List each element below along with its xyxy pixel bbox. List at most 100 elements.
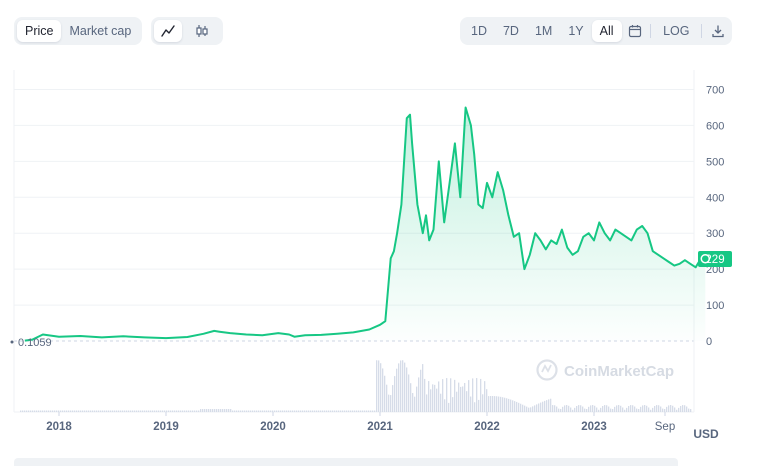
volume-bar <box>366 410 368 412</box>
volume-bar <box>126 410 128 412</box>
volume-bar <box>404 362 406 412</box>
volume-bar <box>110 410 112 412</box>
volume-bar <box>478 399 480 412</box>
volume-bar <box>220 409 222 412</box>
volume-bar <box>256 410 258 412</box>
volume-bar <box>456 391 458 412</box>
volume-bar <box>530 407 532 412</box>
volume-bar <box>244 410 246 412</box>
market-cap-tab[interactable]: Market cap <box>69 24 132 38</box>
range-7d[interactable]: 7D <box>502 24 519 38</box>
volume-bar <box>516 401 518 412</box>
volume-bar <box>60 410 62 412</box>
calendar-icon[interactable] <box>624 20 647 42</box>
volume-bar <box>450 378 452 412</box>
volume-bar <box>452 397 454 412</box>
volume-bar <box>156 410 158 412</box>
volume-bar <box>434 384 436 412</box>
price-line <box>24 106 706 342</box>
volume-bar <box>62 410 64 412</box>
volume-bar <box>210 409 212 412</box>
volume-bar <box>416 386 418 412</box>
volume-bar <box>54 410 56 412</box>
volume-bar <box>236 410 238 412</box>
volume-bar <box>26 410 28 412</box>
volume-bar <box>86 410 88 412</box>
volume-bar <box>134 410 136 412</box>
volume-bar <box>672 405 674 412</box>
volume-bar <box>484 381 486 412</box>
volume-bar <box>588 406 590 412</box>
volume-bar <box>490 396 492 412</box>
volume-bar <box>368 410 370 412</box>
volume-bar <box>550 398 552 412</box>
volume-bar <box>214 409 216 412</box>
volume-bar <box>138 410 140 412</box>
volume-bar <box>100 410 102 412</box>
volume-bar <box>116 410 118 412</box>
volume-bar <box>70 410 72 412</box>
volume-bar <box>378 360 380 412</box>
volume-bar <box>32 410 34 412</box>
volume-bar <box>438 381 440 412</box>
volume-bar <box>254 410 256 412</box>
volume-bar <box>382 368 384 412</box>
range-1d[interactable]: 1D <box>471 24 487 38</box>
volume-bar <box>648 407 650 412</box>
volume-bar <box>76 410 78 412</box>
x-tick-label: 2023 <box>581 421 607 433</box>
price-tab[interactable]: Price <box>17 20 62 42</box>
volume-bar <box>544 400 546 412</box>
volume-bar <box>324 410 326 412</box>
volume-bar <box>248 410 250 412</box>
volume-bar <box>612 409 614 412</box>
volume-bar <box>498 396 500 412</box>
volume-bar <box>258 410 260 412</box>
volume-bar <box>338 410 340 412</box>
volume-bar <box>342 410 344 412</box>
volume-bar <box>78 410 80 412</box>
volume-bar <box>226 409 228 412</box>
volume-bar <box>686 406 688 412</box>
volume-bar <box>596 407 598 412</box>
volume-bar <box>222 409 224 412</box>
volume-bar <box>412 393 414 412</box>
volume-bar <box>290 410 292 412</box>
volume-bar <box>172 410 174 412</box>
volume-bar <box>322 410 324 412</box>
volume-bar <box>598 409 600 412</box>
x-tick-label: 2018 <box>46 421 72 433</box>
candlestick-icon[interactable] <box>188 20 216 42</box>
volume-bar <box>414 396 416 412</box>
range-1m[interactable]: 1M <box>534 24 553 38</box>
watermark-text: CoinMarketCap <box>564 363 674 380</box>
volume-bar <box>208 409 210 412</box>
range-all[interactable]: All <box>591 20 622 42</box>
x-tick-label: 2020 <box>260 421 286 433</box>
volume-bar <box>362 410 364 412</box>
volume-bar <box>600 407 602 412</box>
volume-bar <box>364 410 366 412</box>
volume-bar <box>132 410 134 412</box>
y-tick-label: 400 <box>706 192 724 204</box>
time-range-toolbar: 1D 7D 1M 1Y All LOG <box>460 17 732 45</box>
volume-bar <box>122 410 124 412</box>
volume-bar <box>328 410 330 412</box>
line-chart-icon[interactable] <box>154 20 182 42</box>
volume-bar <box>560 408 562 412</box>
volume-bar <box>168 410 170 412</box>
volume-bar <box>666 406 668 412</box>
download-icon[interactable] <box>706 20 729 42</box>
volume-bar <box>268 410 270 412</box>
volume-bar <box>674 407 676 412</box>
range-1y[interactable]: 1Y <box>568 24 584 38</box>
volume-bar <box>602 406 604 412</box>
volume-bar <box>494 396 496 412</box>
log-scale-toggle[interactable]: LOG <box>663 24 690 38</box>
volume-bar <box>66 410 68 412</box>
volume-bar <box>370 410 372 412</box>
volume-bar <box>472 378 474 412</box>
volume-bar <box>354 410 356 412</box>
volume-bar <box>358 410 360 412</box>
